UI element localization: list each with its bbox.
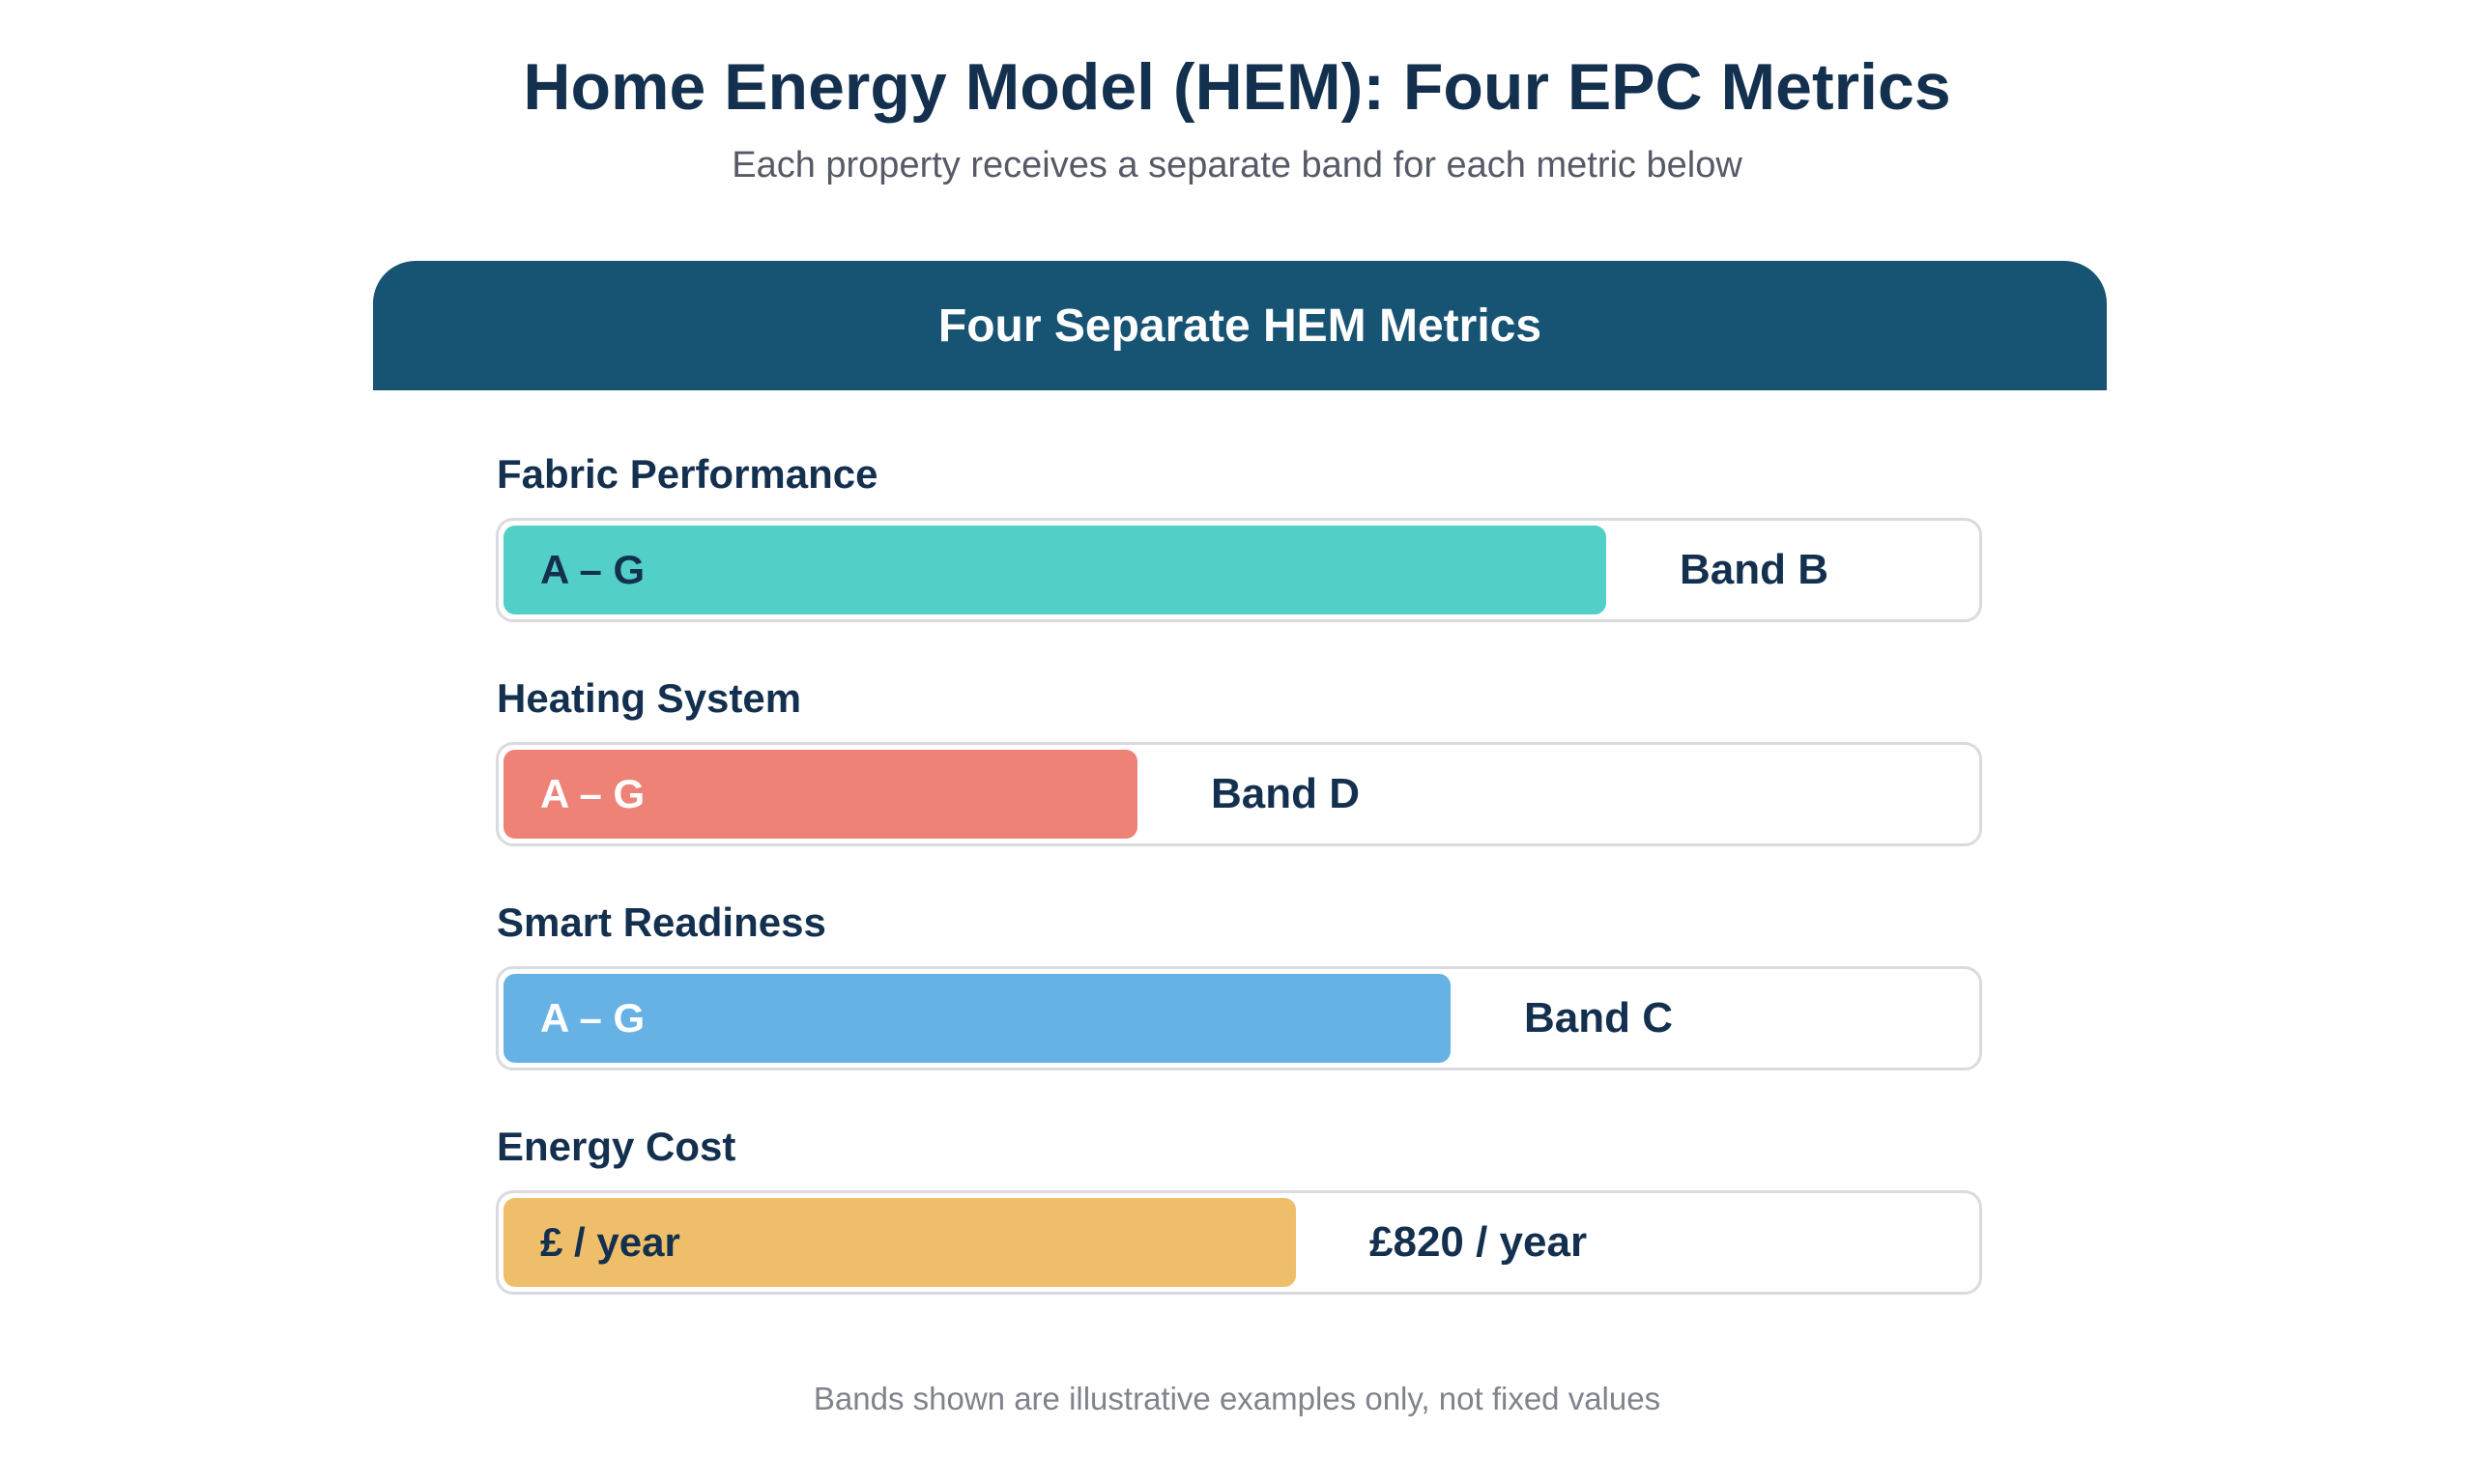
metric-band-fabric-performance: Band B — [1680, 521, 1828, 619]
panel-title: Four Separate HEM Metrics — [937, 300, 1542, 352]
metric-label-smart-readiness: Smart Readiness — [497, 899, 826, 945]
metric-track-smart-readiness: A – G Band C — [496, 966, 1982, 1070]
metrics-panel-header: Four Separate HEM Metrics — [373, 261, 2107, 390]
band-value: Band B — [1680, 546, 1828, 593]
page-title: Home Energy Model (HEM): Four EPC Metric… — [523, 50, 1951, 124]
page-subtitle: Each property receives a separate band f… — [732, 145, 1742, 186]
metric-fill-energy-cost: £ / year — [503, 1198, 1296, 1287]
metric-fill-heating-system: A – G — [503, 750, 1137, 839]
metric-band-energy-cost: £820 / year — [1369, 1193, 1587, 1292]
metric-label-energy-cost: Energy Cost — [497, 1124, 736, 1169]
metric-track-fabric-performance: A – G Band B — [496, 518, 1982, 622]
metric-band-heating-system: Band D — [1211, 745, 1360, 843]
footer-note: Bands shown are illustrative examples on… — [813, 1381, 1661, 1416]
metric-band-smart-readiness: Band C — [1524, 969, 1673, 1068]
metric-label-fabric-performance: Fabric Performance — [497, 451, 878, 497]
metric-track-energy-cost: £ / year £820 / year — [496, 1190, 1982, 1295]
metric-scale-text: A – G — [540, 771, 646, 816]
metric-fill-smart-readiness: A – G — [503, 974, 1451, 1063]
metric-label-heating-system: Heating System — [497, 675, 802, 721]
metric-scale-text: £ / year — [540, 1219, 680, 1265]
band-value: Band C — [1524, 994, 1673, 1042]
band-value: Band D — [1211, 770, 1360, 817]
metric-scale-text: A – G — [540, 547, 646, 592]
metric-fill-fabric-performance: A – G — [503, 526, 1606, 614]
band-value: £820 / year — [1369, 1218, 1588, 1266]
metric-track-heating-system: A – G Band D — [496, 742, 1982, 846]
metric-scale-text: A – G — [540, 995, 646, 1041]
